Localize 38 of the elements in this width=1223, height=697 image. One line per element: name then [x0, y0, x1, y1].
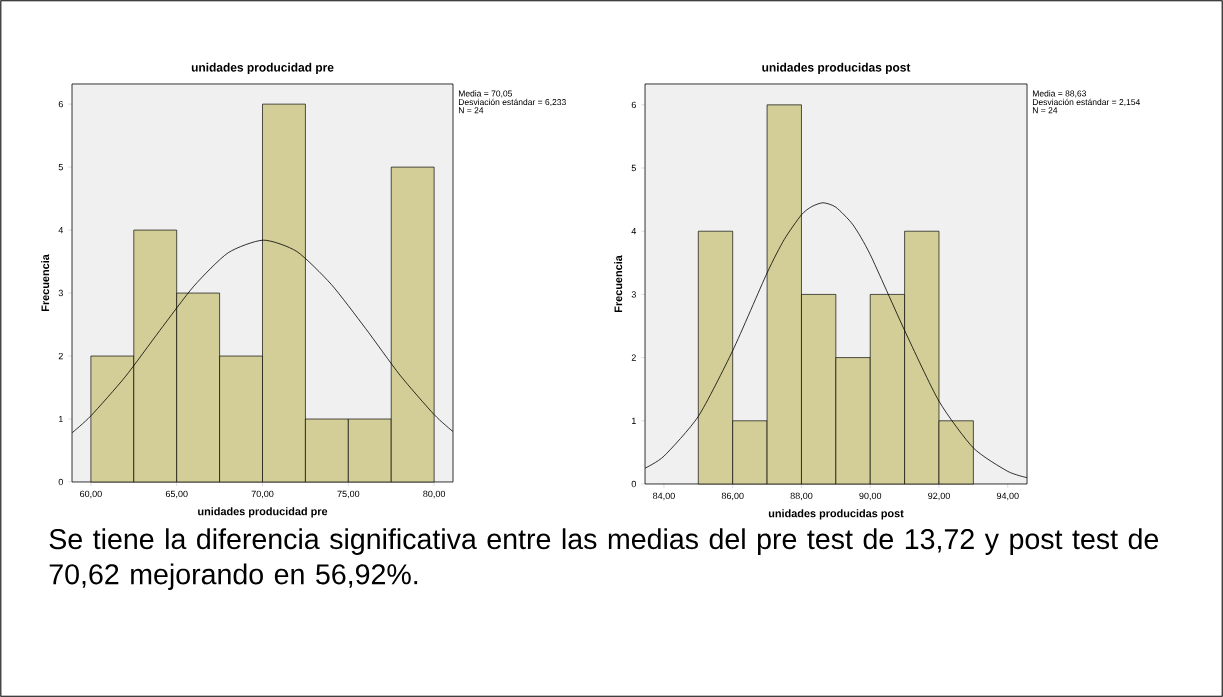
- x-tick-label: 60,00: [80, 490, 102, 499]
- x-tick-label: 84,00: [653, 492, 675, 501]
- y-axis-title: Frecuencia: [41, 254, 50, 312]
- text: Media = 70,05: [458, 90, 513, 98]
- text: N = 24: [1032, 107, 1058, 114]
- y-tick-label: 2: [631, 354, 636, 361]
- text: Se tiene la diferencia significativa entre las medias del pre test de 13,72 y post test de 70,62 mejorando en 56,92%.: [49, 528, 1159, 591]
- chart-title: unidades producidad pre: [191, 62, 334, 74]
- y-tick-label: 6: [58, 100, 63, 108]
- x-tick-label: 94,00: [996, 492, 1019, 501]
- x-tick-label: 70,00: [251, 490, 274, 499]
- y-tick-label: 4: [58, 226, 64, 234]
- y-tick-label: 5: [58, 163, 63, 171]
- x-tick-label: 90,00: [859, 492, 882, 501]
- y-tick-label: 1: [58, 415, 63, 423]
- text: N = 24: [458, 107, 484, 114]
- x-tick-label: 80,00: [423, 490, 446, 499]
- y-tick-label: 5: [631, 164, 636, 172]
- x-tick-label: 86,00: [721, 492, 744, 501]
- y-tick-label: 4: [631, 228, 637, 235]
- x-tick-label: 88,00: [790, 492, 813, 501]
- y-tick-label: 3: [631, 291, 636, 298]
- text: Desviación estándar = 2,154: [1032, 98, 1140, 107]
- x-axis-title: unidades producidad pre: [198, 507, 328, 518]
- y-tick-label: 1: [631, 417, 636, 424]
- y-tick-label: 0: [58, 478, 63, 486]
- chart-title: unidades producidas post: [762, 62, 911, 74]
- text: Media = 88,63: [1032, 90, 1087, 98]
- x-tick-label: 75,00: [337, 490, 360, 499]
- y-tick-label: 2: [58, 352, 63, 360]
- x-tick-label: 65,00: [165, 490, 188, 499]
- y-axis-title: Frecuencia: [614, 255, 623, 313]
- text: Desviación estándar = 6,233: [458, 98, 566, 107]
- y-tick-label: 3: [58, 289, 63, 297]
- y-tick-label: 6: [631, 101, 636, 109]
- x-tick-label: 92,00: [928, 492, 950, 501]
- y-tick-label: 0: [631, 480, 636, 488]
- x-axis-title: unidades producidas post: [768, 509, 904, 520]
